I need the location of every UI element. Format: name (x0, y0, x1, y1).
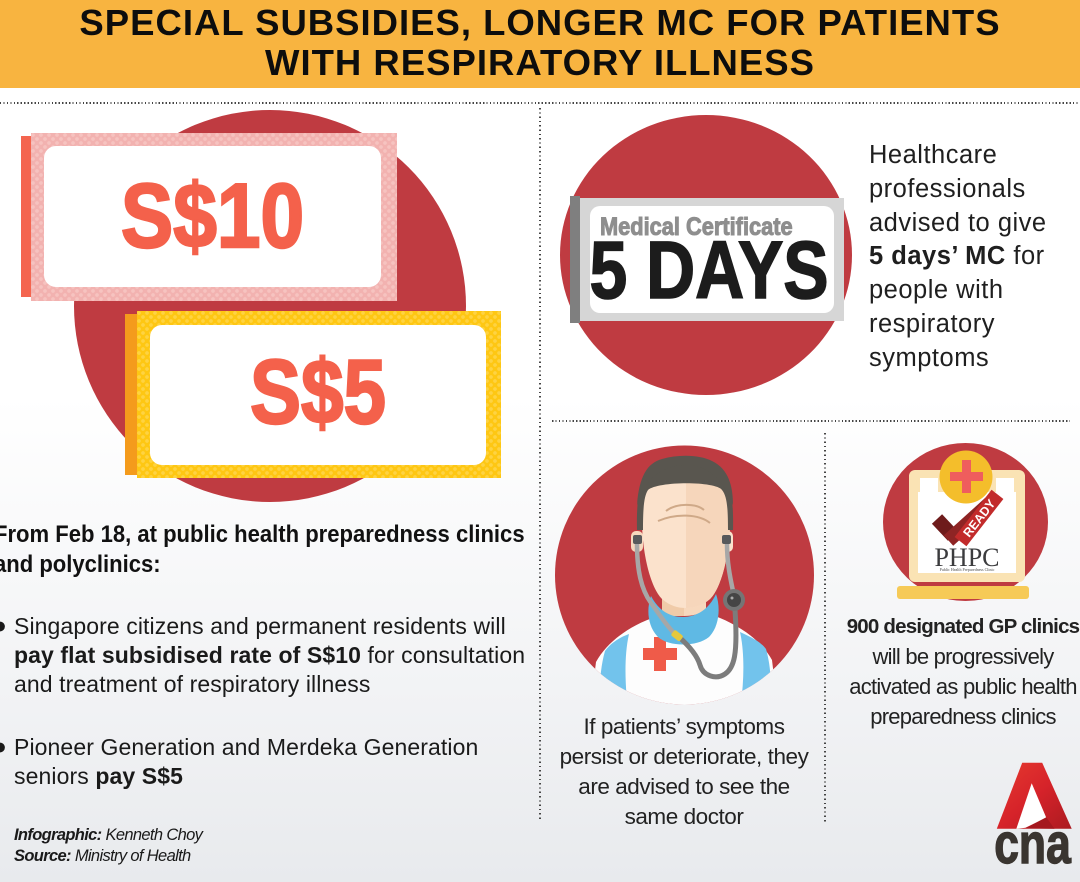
svg-text:cna: cna (994, 812, 1071, 868)
svg-text:Public Health Preparedness Cli: Public Health Preparedness Clinic (940, 567, 995, 572)
svg-text:PHPC: PHPC (934, 543, 999, 572)
